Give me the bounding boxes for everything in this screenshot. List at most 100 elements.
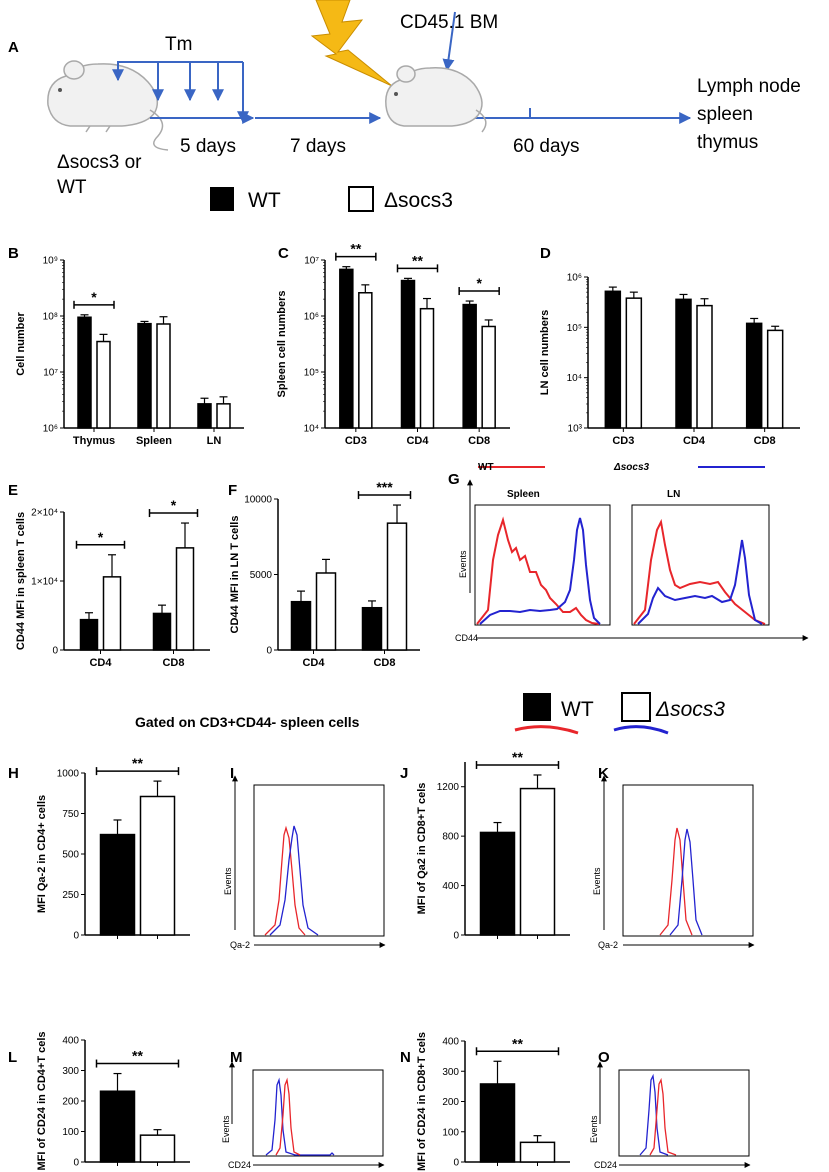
mouse-1-icon xyxy=(47,60,169,151)
x-tick-label-f: CD4 xyxy=(302,657,325,669)
y-tick-label-c: 10⁵ xyxy=(304,368,319,379)
sig-label-j: ** xyxy=(512,749,523,765)
panel-label-g: G xyxy=(448,471,460,488)
y-tick-label-e: 2×10⁴ xyxy=(31,508,58,519)
y-tick-label-h: 250 xyxy=(62,890,79,901)
tm-label: Tm xyxy=(165,34,192,55)
y-tick-label-d: 10⁵ xyxy=(567,323,582,334)
sig-label-f: *** xyxy=(376,479,393,495)
histogram-panel-m: M Events CD24 xyxy=(221,1049,385,1170)
schematic-panel-a: A Δsocs3 or WT Tm 5 days 7 days 6 xyxy=(8,0,801,198)
panel-label-i: I xyxy=(230,765,234,782)
y-axis-label-n: MFI of CD24 in CD8+T cels xyxy=(416,1032,428,1171)
y-tick-label-b: 10⁶ xyxy=(43,424,58,435)
histogram-panel-k: K Events Qa-2 xyxy=(592,765,755,950)
panel-label-e: E xyxy=(8,482,18,499)
bar-f-socs3 xyxy=(315,572,337,651)
y-tick-label-e: 1×10⁴ xyxy=(31,577,58,588)
hist-i-socs3-curve xyxy=(269,825,319,936)
chart-panel-d: D 10³ 10⁴ 10⁵ 10⁶ LN cell numbers CD3 CD4 CD8 xyxy=(539,245,800,447)
hist-g-spleen-wt-curve xyxy=(476,516,600,625)
bar-b-wt xyxy=(197,403,212,429)
bar-b-socs3 xyxy=(156,323,171,429)
bar-c-wt xyxy=(462,303,477,429)
y-tick-label-l: 300 xyxy=(62,1066,79,1077)
bar-n-wt xyxy=(479,1083,516,1163)
y-tick-label-f: 10000 xyxy=(244,495,272,506)
y-tick-label-h: 750 xyxy=(62,809,79,820)
bar-d-socs3 xyxy=(766,329,784,429)
bar-e-socs3 xyxy=(175,547,195,651)
output-label-line3: thymus xyxy=(697,132,758,153)
panel-label-a: A xyxy=(8,39,19,56)
y-axis-label-l: MFI of CD24 in CD4+T cels xyxy=(36,1031,48,1170)
bar-b-wt xyxy=(137,322,152,429)
hist-g-spleen-frame xyxy=(474,504,611,626)
y-tick-label-l: 0 xyxy=(73,1158,79,1169)
hist-g-x-label: CD44 xyxy=(455,633,478,643)
bar-d-wt xyxy=(604,290,622,429)
sig-label-e: * xyxy=(98,529,104,545)
bar-e-socs3 xyxy=(102,576,122,651)
bar-f-wt xyxy=(290,600,312,651)
legend-mid: WT Δsocs3 xyxy=(514,692,725,735)
sig-label-b: * xyxy=(91,289,97,305)
bar-c-socs3 xyxy=(419,307,435,429)
bar-c-wt xyxy=(339,268,354,429)
histogram-panel-g: G WT Δsocs3 Events CD44 Spleen LN xyxy=(448,462,809,643)
x-tick-label-c: CD3 xyxy=(345,435,367,447)
bar-e-wt xyxy=(79,618,99,651)
irradiation-bolt-icon xyxy=(310,0,393,87)
y-axis-label-j: MFI of Qa2 in CD8+T cels xyxy=(416,783,428,915)
sig-label-c: ** xyxy=(412,252,423,268)
x-tick-label-b: Thymus xyxy=(73,435,115,447)
legend-label-wt: WT xyxy=(248,189,281,212)
bar-d-socs3 xyxy=(696,304,713,429)
bar-c-socs3 xyxy=(481,325,496,429)
y-tick-label-b: 10⁸ xyxy=(43,312,58,323)
x-tick-label-f: CD8 xyxy=(373,657,395,669)
y-tick-label-n: 0 xyxy=(453,1158,459,1169)
x-tick-label-e: CD8 xyxy=(162,657,184,669)
panel-label-c: C xyxy=(278,245,289,262)
hist-i-wt-curve xyxy=(264,825,306,936)
y-tick-label-n: 400 xyxy=(442,1037,459,1048)
y-tick-label-j: 800 xyxy=(442,832,459,843)
bar-j-wt xyxy=(479,831,516,936)
legend-label-socs3: Δsocs3 xyxy=(384,189,453,212)
chart-panel-e: E 0 1×10⁴ 2×10⁴ CD44 MFI in spleen T cells CD… xyxy=(8,482,210,669)
panel-label-k: K xyxy=(598,765,609,782)
hist-g-y-label: Events xyxy=(458,550,468,578)
bar-b-wt xyxy=(77,316,92,429)
legend-swatch-wt xyxy=(210,187,234,211)
day-7-label: 7 days xyxy=(290,136,346,157)
panel-label-l: L xyxy=(8,1049,17,1066)
hist-k-wt-curve xyxy=(659,827,693,936)
chart-panel-j: J 0 400 800 1200 MFI of Qa2 in CD8+T cels ** xyxy=(400,749,570,942)
y-tick-label-c: 10⁶ xyxy=(304,312,319,323)
y-tick-label-e: 0 xyxy=(52,646,58,657)
chart-panel-n: N 0 100 200 300 400 MFI of CD24 in CD8+T cels *… xyxy=(400,1032,570,1171)
bar-l-wt xyxy=(99,1090,136,1163)
hist-o-frame xyxy=(618,1069,750,1157)
bar-f-wt xyxy=(361,606,383,651)
legend2-socs3-line xyxy=(613,725,669,735)
y-tick-label-j: 1200 xyxy=(437,782,460,793)
x-tick-label-d: CD8 xyxy=(754,435,776,447)
y-tick-label-f: 5000 xyxy=(250,570,273,581)
hist-o-x-label: CD24 xyxy=(594,1160,617,1170)
hist-m-y-label: Events xyxy=(221,1115,231,1143)
hist-m-wt-curve xyxy=(275,1077,301,1156)
bar-d-wt xyxy=(675,298,692,429)
y-axis-label-d: LN cell numbers xyxy=(539,310,551,396)
hist-g-spleen-socs3-curve xyxy=(479,517,601,625)
panel-label-j: J xyxy=(400,765,408,782)
bar-e-wt xyxy=(152,612,172,651)
hist-g-title-ln: LN xyxy=(667,489,680,500)
hist-i-y-label: Events xyxy=(223,867,233,895)
panel-label-n: N xyxy=(400,1049,411,1066)
x-tick-label-d: CD3 xyxy=(612,435,634,447)
hist-k-x-label: Qa-2 xyxy=(598,940,618,950)
panel-label-d: D xyxy=(540,245,551,262)
